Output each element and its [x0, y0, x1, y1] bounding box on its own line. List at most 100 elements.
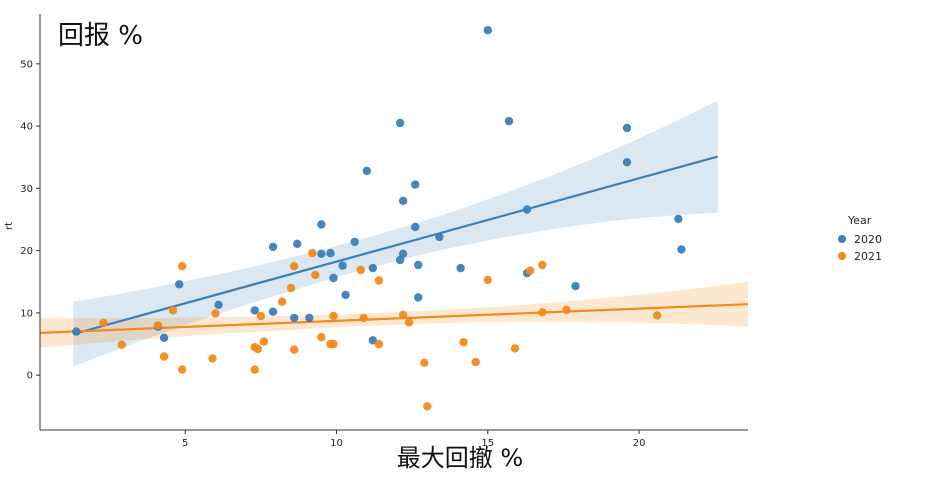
point-2020	[398, 196, 408, 205]
point-2020	[250, 306, 259, 315]
x-tick-label: 15	[481, 438, 494, 449]
legend-title: Year	[847, 214, 872, 227]
point-2021	[153, 321, 163, 330]
point-2021	[117, 340, 126, 349]
point-2020	[341, 290, 350, 300]
point-2020	[522, 205, 532, 214]
point-2021	[308, 248, 317, 258]
point-2020	[622, 158, 632, 167]
legend-marker-2021	[838, 252, 846, 260]
point-2021	[538, 308, 547, 317]
point-2021	[178, 262, 187, 271]
legend-marker-2020	[838, 235, 846, 243]
point-2021	[178, 365, 187, 374]
point-2021	[483, 275, 492, 285]
point-2020	[504, 116, 514, 126]
point-2021	[562, 305, 571, 314]
point-2021	[256, 311, 266, 321]
point-2020	[317, 220, 326, 229]
legend-label-2020: 2020	[854, 233, 882, 246]
point-2020	[395, 118, 405, 128]
point-2021	[398, 310, 408, 319]
chart-title: 回报 %	[58, 21, 143, 51]
x-tick-label: 20	[633, 438, 646, 449]
point-2020	[398, 249, 408, 258]
point-2020	[268, 242, 278, 252]
point-2020	[411, 222, 420, 232]
point-2020	[677, 245, 686, 254]
point-2020	[159, 333, 169, 342]
y-tick-label: 40	[20, 122, 33, 133]
point-2021	[290, 345, 299, 354]
y-tick-label: 0	[27, 371, 33, 382]
y-tick-label: 50	[20, 59, 33, 70]
point-2020	[329, 273, 338, 283]
data-points	[72, 26, 686, 411]
point-2020	[72, 327, 81, 336]
legend-label-2021: 2021	[854, 250, 882, 263]
point-2020	[674, 214, 683, 224]
point-2021	[159, 352, 169, 361]
x-tick-label: 5	[182, 438, 188, 449]
confidence-band-2021	[40, 281, 748, 348]
point-2020	[456, 263, 465, 273]
y-ticks: 0 10 20 30 40 50	[20, 59, 40, 382]
legend: Year 2020 2021	[838, 214, 882, 263]
point-2020	[350, 237, 359, 247]
point-2021	[423, 402, 432, 411]
y-tick-label: 10	[20, 308, 33, 319]
point-2020	[368, 263, 377, 273]
point-2021	[311, 270, 320, 280]
point-2020	[305, 313, 314, 323]
x-axis-label: 最大回撤 %	[397, 444, 523, 472]
point-2020	[293, 239, 302, 248]
point-2020	[411, 180, 420, 189]
point-2020	[414, 260, 423, 270]
point-2021	[374, 339, 384, 349]
point-2021	[538, 260, 547, 270]
point-2021	[250, 365, 259, 374]
regression-line-2020	[72, 155, 719, 336]
point-2021	[286, 283, 296, 293]
point-2020	[317, 249, 326, 258]
y-tick-label: 20	[20, 246, 33, 257]
point-2021	[317, 333, 326, 342]
x-ticks: 5 10 15 20	[182, 430, 645, 449]
point-2021	[290, 262, 299, 271]
point-2021	[359, 313, 368, 323]
y-axis-label: rt	[4, 222, 15, 230]
point-2020	[326, 248, 335, 258]
point-2021	[404, 318, 414, 327]
point-2021	[356, 265, 365, 275]
y-tick-label: 30	[20, 184, 33, 195]
x-tick-label: 10	[330, 438, 343, 449]
point-2021	[374, 276, 384, 285]
point-2021	[420, 358, 429, 367]
point-2021	[99, 318, 108, 328]
point-2021	[329, 339, 338, 349]
point-2020	[290, 313, 299, 323]
confidence-band-2020	[73, 100, 718, 367]
point-2021	[510, 344, 520, 353]
point-2020	[338, 261, 347, 270]
point-2020	[483, 26, 492, 35]
point-2021	[526, 266, 535, 275]
point-2020	[571, 281, 580, 291]
plot-area	[39, 26, 749, 411]
point-2020	[268, 307, 278, 316]
point-2021	[329, 311, 338, 321]
point-2021	[211, 309, 220, 318]
point-2020	[362, 166, 371, 176]
point-2020	[435, 232, 444, 242]
point-2020	[414, 293, 423, 302]
point-2020	[175, 280, 184, 289]
point-2020	[368, 336, 377, 345]
point-2021	[259, 337, 269, 346]
point-2021	[253, 344, 262, 354]
point-2021	[168, 306, 178, 315]
point-2021	[208, 354, 217, 363]
point-2021	[459, 338, 468, 347]
point-2021	[277, 297, 287, 306]
point-2020	[622, 123, 632, 133]
